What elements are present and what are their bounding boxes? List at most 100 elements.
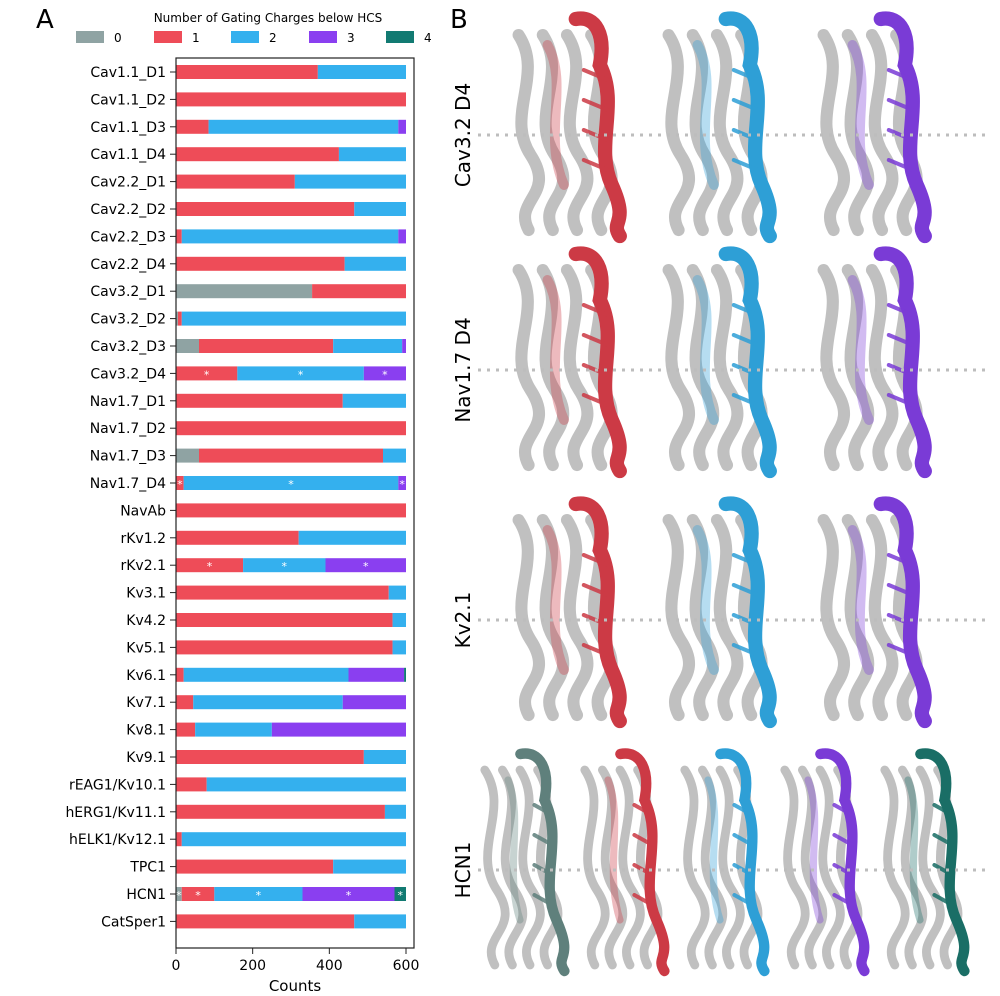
- y-tick-label: Cav1.1_D4: [90, 147, 166, 163]
- bar-hcn1-q2: [214, 887, 303, 901]
- y-tick-label: hERG1/Kv11.1: [65, 805, 166, 821]
- bar-cav2-2-d3-q1: [176, 229, 182, 244]
- bar-nav1-7-d1-q1: [176, 393, 343, 408]
- y-tick-label: rKv2.1: [121, 558, 167, 574]
- y-tick-label: rKv1.2: [121, 531, 167, 547]
- bar-kv5-1-q2: [392, 640, 406, 655]
- legend-swatch-4: [386, 31, 414, 43]
- bar-rkv2-1-q2: [243, 558, 326, 573]
- panel-b-label: B: [450, 5, 468, 35]
- structure-model-3-1: [580, 748, 670, 977]
- bar-nav1-7-d1-q2: [342, 393, 406, 408]
- bar-rkv2-1-q3: [325, 558, 406, 573]
- legend-swatch-2: [231, 31, 259, 43]
- structure-model-0-1: [662, 11, 777, 244]
- y-tick-label: Cav1.1_D1: [90, 65, 166, 81]
- bar-cav2-2-d4-q2: [344, 256, 406, 271]
- y-tick-label: Kv8.1: [126, 723, 166, 739]
- bar-kv8-1-q3: [271, 722, 406, 737]
- bar-kv6-1-q1: [176, 667, 184, 682]
- structure-model-2-1: [662, 496, 777, 729]
- x-axis: 0 200 400 600: [172, 948, 419, 974]
- y-tick-label: Cav2.2_D1: [90, 175, 166, 191]
- bar-catsper1-q1: [176, 914, 355, 929]
- bar-cav3-2-d3-q3: [402, 339, 406, 353]
- bar-kv7-1-q1: [176, 695, 194, 710]
- significance-star: *: [195, 889, 201, 902]
- y-tick-label: Cav1.1_D2: [90, 92, 166, 108]
- legend-swatch-1: [154, 31, 182, 43]
- y-tick-label: Kv3.1: [126, 586, 166, 602]
- bar-nav1-7-d3-q2: [383, 448, 406, 463]
- structure-model-1-2: [817, 246, 932, 479]
- y-tick-label: Cav2.2_D2: [90, 202, 166, 218]
- y-tick-label: NavAb: [120, 503, 166, 519]
- bar-cav3-2-d4-q1: [176, 366, 238, 381]
- bar-hcn1-q1: [181, 887, 215, 901]
- legend-swatch-0: [76, 31, 104, 43]
- bar-reag1-kv10-1-q2: [206, 777, 406, 792]
- bar-cav3-2-d2-q1: [177, 311, 182, 326]
- structure-model-3-2: [680, 748, 770, 977]
- x-axis-title: Counts: [269, 977, 322, 995]
- y-tick-label: Kv6.1: [126, 668, 166, 684]
- structure-model-3-0: [480, 748, 570, 977]
- y-tick-label: HCN1: [126, 887, 166, 903]
- structure-row-label: Kv2.1: [451, 592, 475, 649]
- significance-star: *: [398, 889, 404, 902]
- bar-kv6-1-q4: [404, 667, 406, 682]
- structure-panel: Cav3.2 D4 Nav1.7 D4 Kv2.1 HCN1: [451, 11, 990, 977]
- legend-label-1: 1: [192, 31, 200, 45]
- legend-label-2: 2: [269, 31, 277, 45]
- bar-kv5-1-q1: [176, 640, 393, 655]
- bar-cav1-1-d4-q1: [176, 147, 339, 162]
- bar-cav3-2-d1-q1: [312, 284, 406, 299]
- y-tick-label: Cav2.2_D4: [90, 257, 166, 273]
- y-tick-label: Cav2.2_D3: [90, 229, 166, 245]
- bar-kv6-1-q2: [183, 667, 349, 682]
- bar-nav1-7-d2-q1: [176, 421, 406, 436]
- significance-star: *: [399, 478, 405, 491]
- significance-star: *: [177, 478, 183, 491]
- bar-hcn1-q3: [302, 887, 395, 901]
- legend-title: Number of Gating Charges below HCS: [154, 11, 383, 25]
- bar-cav1-1-d3-q3: [398, 119, 406, 134]
- y-tick-label: rEAG1/Kv10.1: [69, 777, 166, 793]
- y-tick-label: Kv4.2: [126, 613, 166, 629]
- bar-cav2-2-d3-q3: [398, 229, 406, 244]
- significance-star: *: [176, 889, 182, 902]
- bar-cav1-1-d2-q1: [176, 92, 406, 107]
- bar-cav1-1-d3-q1: [176, 119, 209, 134]
- bar-area: * * * * * * * * * * * * * *: [176, 65, 406, 929]
- bar-cav3-2-d3-q1: [199, 339, 334, 353]
- significance-star: *: [382, 368, 388, 381]
- bar-nav1-7-d4-q1: [176, 476, 184, 490]
- bar-nav1-7-d3-q0: [176, 448, 199, 463]
- bar-cav3-2-d3-q0: [176, 339, 199, 353]
- legend-swatch-3: [309, 31, 337, 43]
- bar-cav3-2-d2-q2: [181, 311, 406, 326]
- significance-star: *: [346, 889, 352, 902]
- significance-star: *: [282, 560, 288, 573]
- significance-star: *: [256, 889, 262, 902]
- bar-helk1-kv12-1-q1: [176, 832, 182, 847]
- bar-kv4-2-q1: [176, 613, 393, 627]
- structure-model-0-0: [512, 11, 627, 244]
- x-tick-label: 400: [316, 958, 343, 974]
- y-tick-label: Cav1.1_D3: [90, 120, 166, 136]
- bar-cav1-1-d3-q2: [208, 119, 399, 134]
- y-tick-label: Kv9.1: [126, 750, 166, 766]
- panel-a-label: A: [36, 5, 54, 35]
- bar-cav2-2-d4-q1: [176, 256, 345, 271]
- bar-kv6-1-q3: [348, 667, 405, 682]
- bar-cav1-1-d4-q2: [338, 147, 406, 162]
- bar-tpc1-q1: [176, 859, 334, 874]
- legend-label-0: 0: [114, 31, 122, 45]
- bar-cav3-2-d4-q3: [363, 366, 406, 381]
- y-tick-label: Nav1.7_D2: [90, 421, 166, 437]
- structure-model-1-1: [662, 246, 777, 479]
- bar-cav3-2-d1-q0: [176, 284, 313, 299]
- structure-model-2-0: [512, 496, 627, 729]
- bar-cav3-2-d3-q2: [333, 339, 403, 353]
- y-tick-label: TPC1: [129, 860, 166, 876]
